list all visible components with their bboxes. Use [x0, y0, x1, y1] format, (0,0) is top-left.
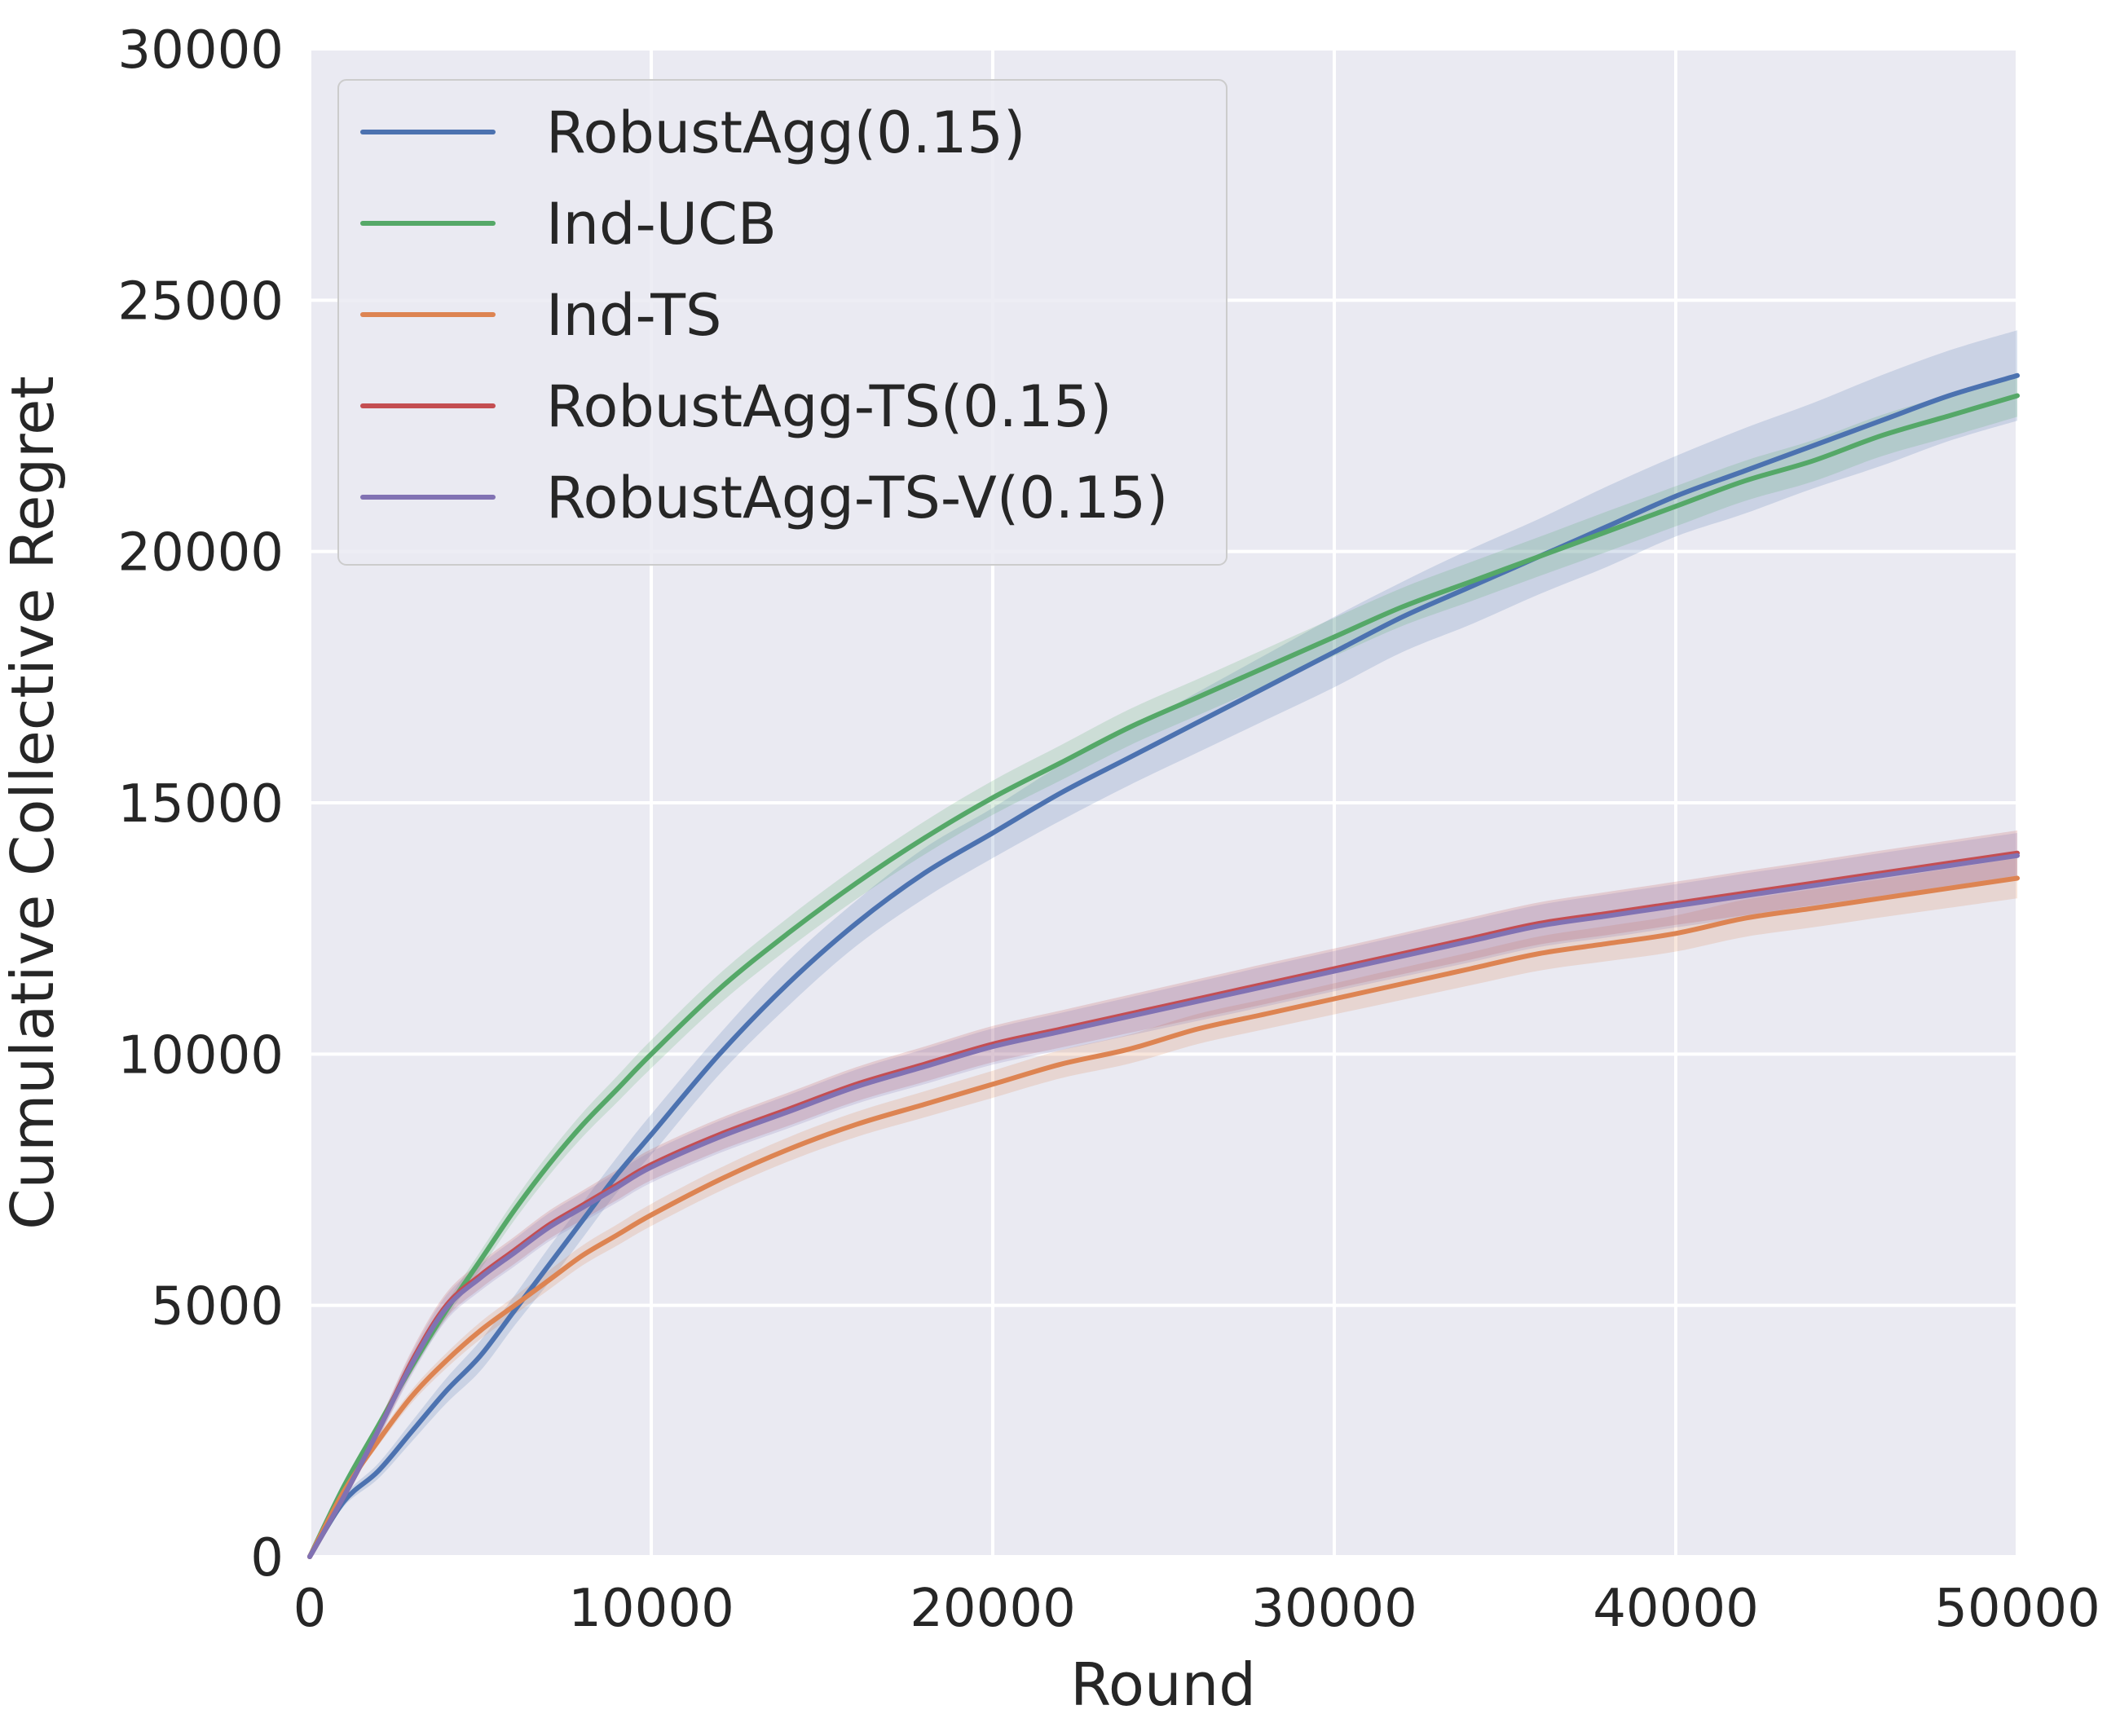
x-tick-label: 10000: [568, 1579, 734, 1639]
x-tick-labels: 0 10000 20000 30000 40000 50000: [293, 1579, 2100, 1639]
x-axis-label: Round: [1070, 1650, 1256, 1719]
y-tick-label: 25000: [117, 271, 284, 332]
series-lines: [307, 372, 2020, 1559]
y-tick-labels: 0 5000 10000 15000 20000 25000 30000: [117, 20, 284, 1588]
series-line-2: [307, 875, 2020, 1559]
x-tick-label: 20000: [910, 1579, 1076, 1639]
legend-label: RobustAgg(0.15): [546, 99, 1025, 166]
x-tick-label: 40000: [1593, 1579, 1759, 1639]
x-tick-label: 0: [293, 1579, 327, 1639]
legend-label: Ind-TS: [546, 282, 721, 349]
series-band-0: [310, 330, 2017, 1557]
series-band-2: [310, 857, 2017, 1557]
legend-box: [337, 79, 1227, 566]
legend-label: Ind-UCB: [546, 191, 777, 258]
series-line-4: [307, 853, 2020, 1559]
x-tick-label: 50000: [1934, 1579, 2100, 1639]
legend-label: RobustAgg-TS-V(0.15): [546, 465, 1168, 531]
legend-label: RobustAgg-TS(0.15): [546, 373, 1112, 440]
y-tick-label: 0: [250, 1528, 284, 1588]
x-tick-label: 30000: [1251, 1579, 1417, 1639]
y-axis-label: Cumulative Collective Regret: [0, 376, 67, 1229]
series-line-0: [307, 372, 2020, 1559]
y-tick-label: 20000: [117, 523, 284, 584]
y-tick-label: 5000: [151, 1277, 284, 1337]
legend: RobustAgg(0.15) Ind-UCB Ind-TS RobustAgg-TS…: [337, 79, 1227, 566]
y-tick-label: 30000: [117, 20, 284, 81]
confidence-bands: [310, 330, 2017, 1558]
series-line-1: [307, 393, 2020, 1559]
y-tick-label: 15000: [117, 774, 284, 835]
y-tick-label: 10000: [117, 1025, 284, 1086]
